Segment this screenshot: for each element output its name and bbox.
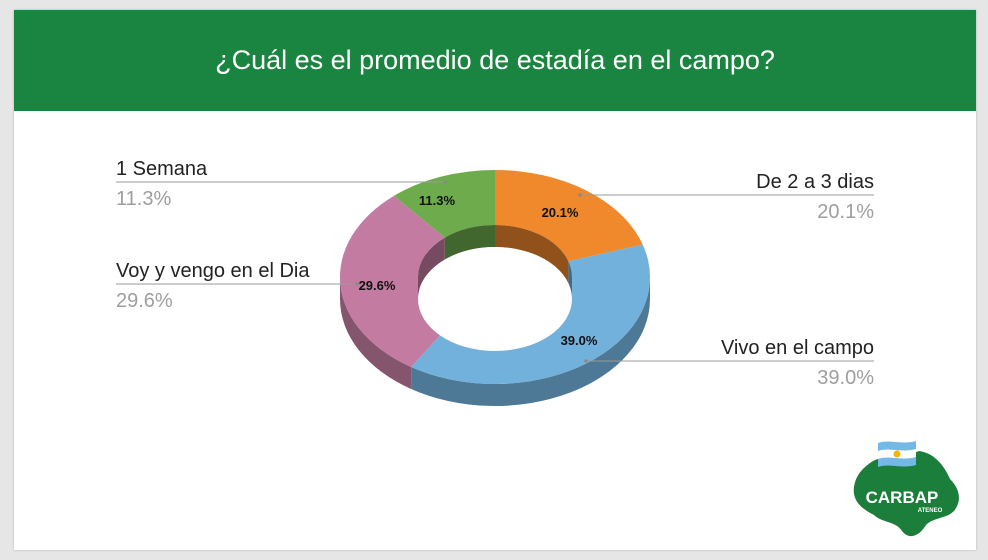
slice-percent-1: 39.0% (817, 367, 874, 389)
slice-1 (411, 244, 651, 384)
slice-inner-wall-0-0 (495, 225, 569, 284)
slice-percent-3: 11.3% (116, 188, 171, 210)
data-label-1: 39.0% (561, 333, 598, 348)
logo-sub: ATENEO (918, 508, 943, 514)
logo-name: CARBAP (866, 488, 939, 507)
slice-2 (339, 195, 454, 367)
slice-0 (495, 170, 643, 262)
slice-inner-wall-1-0 (568, 261, 572, 299)
title-banner: ¿Cuál es el promedio de estadía en el ca… (14, 10, 976, 111)
slice-inner-wall-2-1 (418, 237, 445, 299)
slice-label-0: De 2 a 3 dias (756, 171, 874, 193)
slice-percent-2: 29.6% (116, 290, 173, 312)
slice-percent-0: 20.1% (817, 201, 874, 223)
leader-dot-1 (584, 359, 588, 363)
data-label-0: 20.1% (542, 205, 579, 220)
leader-dot-2 (355, 282, 359, 286)
slice-label-3: 1 Semana (116, 158, 208, 180)
data-label-2: 29.6% (359, 278, 396, 293)
leader-dot-3 (443, 180, 447, 184)
slice-label-2: Voy y vengo en el Dia (116, 260, 310, 282)
slice-side-1 (411, 277, 650, 406)
chart-title: ¿Cuál es el promedio de estadía en el ca… (215, 45, 775, 75)
slide: ¿Cuál es el promedio de estadía en el ca… (14, 10, 976, 550)
leader-dot-0 (578, 193, 582, 197)
data-label-3: 11.3% (419, 193, 456, 208)
slice-3 (393, 170, 495, 238)
slice-label-1: Vivo en el campo (721, 337, 874, 359)
donut-hole (418, 247, 572, 351)
slice-inner-wall-3-1 (444, 225, 495, 260)
donut-chart: 20.1% 39.0% 29.6% 11.3% De 2 a 3 dias 20.1% Vi… (116, 158, 874, 406)
carbap-logo-icon: CARBAP ATENEO (853, 441, 959, 537)
slice-side-2 (340, 277, 412, 389)
